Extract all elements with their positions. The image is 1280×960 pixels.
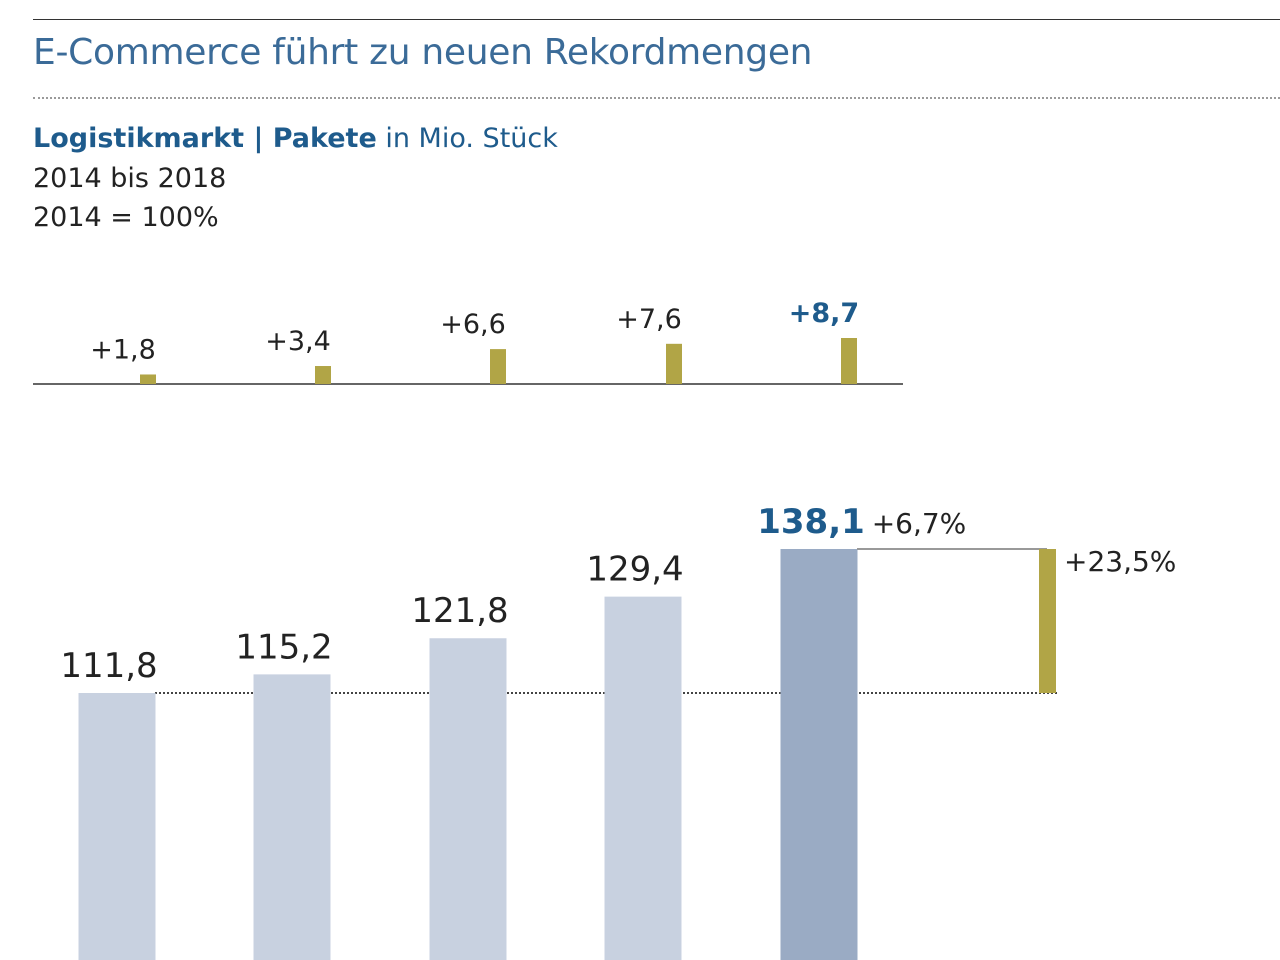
- bar-value-label: 111,8: [60, 646, 157, 686]
- bar: [429, 638, 507, 960]
- increment-label: +1,8: [90, 334, 156, 365]
- base-label: 2014 = 100%: [33, 202, 219, 233]
- bar-value-label: 121,8: [411, 591, 508, 631]
- growth-label: +6,7%: [872, 507, 967, 540]
- total-growth-label: +23,5%: [1064, 545, 1176, 578]
- increment-bar: [841, 338, 857, 384]
- chart-subtitle: Logistikmarkt | Pakete in Mio. Stück: [33, 123, 558, 154]
- increment-label: +8,7: [789, 298, 859, 329]
- increment-bar: [315, 366, 331, 384]
- period-label: 2014 bis 2018: [33, 163, 227, 194]
- bar-value-label: 138,1: [757, 502, 865, 542]
- bar: [604, 596, 682, 960]
- bar: [78, 693, 156, 960]
- increment-label: +3,4: [265, 326, 331, 357]
- page-title: E-Commerce führt zu neuen Rekordmengen: [33, 32, 813, 73]
- subtitle-strong: Logistikmarkt | Pakete: [33, 123, 377, 154]
- increment-chart: +1,8 +3,4 +6,6 +7,6 +8,7: [33, 298, 903, 385]
- top-rule: [33, 19, 1280, 20]
- increment-bar: [490, 349, 506, 384]
- bar-value-label: 129,4: [586, 550, 683, 590]
- main-bar-chart: 111,8 115,2 121,8 129,4 138,1 +6,7% +23,5%: [60, 502, 1176, 960]
- increment-bar: [666, 343, 682, 384]
- increment-label: +7,6: [616, 304, 682, 335]
- total-growth-bar: [1039, 549, 1056, 693]
- increment-bar: [140, 374, 156, 384]
- bar: [253, 674, 331, 960]
- bar-value-label: 115,2: [235, 627, 332, 667]
- increment-label: +6,6: [440, 309, 506, 340]
- subtitle-unit: in Mio. Stück: [376, 123, 558, 154]
- bar: [780, 549, 858, 960]
- title-divider: [33, 97, 1280, 99]
